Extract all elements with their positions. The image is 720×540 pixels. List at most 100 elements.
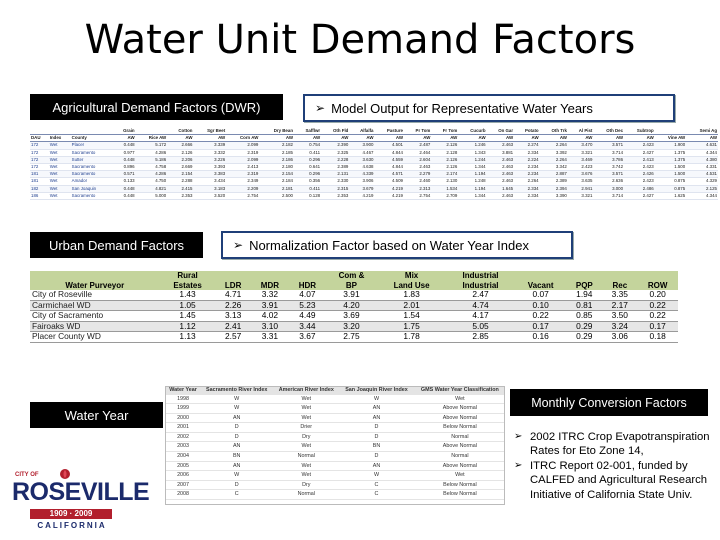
table-cell: 0.571: [113, 170, 136, 179]
table-cell: 2.184: [259, 177, 294, 186]
table-cell: 2.47: [446, 289, 515, 301]
table-cell: 1.244: [458, 156, 487, 165]
table-row: 181 Wet Amador 0.133 4.750 2.288 3.434 2.349 2.1…: [30, 177, 718, 186]
table-cell: 2.334: [514, 149, 540, 157]
table-cell: 3.676: [567, 170, 594, 179]
table-cell: 3.571: [593, 141, 625, 150]
column-header: AW: [486, 134, 515, 143]
table-cell: 3.13: [215, 311, 251, 322]
table-cell: 2007: [166, 480, 201, 491]
arrow-bullet-icon: ➢: [315, 101, 326, 115]
column-header: Oth Trk: [539, 128, 568, 136]
table-row: 1999 W Wet AN Above Normal: [166, 403, 504, 414]
table-cell: 2.264: [514, 177, 540, 186]
table-cell: BN: [200, 451, 274, 462]
table-row: 2007 D Dry C Below Normal: [166, 480, 504, 491]
table-cell: 5.05: [446, 321, 515, 333]
normalization-text: Normalization Factor based on Water Year…: [249, 237, 529, 253]
table-cell: 2.389: [321, 163, 350, 172]
column-header: ROW: [637, 280, 678, 290]
table-cell: 2.486: [624, 185, 655, 193]
table-cell: D: [339, 432, 414, 443]
table-cell: 2002: [166, 432, 201, 443]
logo-state: CALIFORNIA: [37, 521, 107, 530]
table-cell: 181: [30, 177, 49, 186]
table-cell: W: [200, 403, 274, 414]
table-cell: 2.174: [431, 170, 459, 179]
table-cell: 3.183: [193, 185, 227, 193]
table-cell: 2.228: [321, 156, 350, 165]
page-title: Water Unit Demand Factors: [84, 17, 636, 63]
column-header: Cucurb: [458, 128, 487, 136]
table-cell: Sacramento: [70, 163, 114, 172]
table-cell: Below Normal: [413, 422, 504, 433]
column-header: Safflwr: [294, 128, 322, 136]
table-cell: BN: [339, 441, 414, 453]
column-header: Fr Tom: [431, 128, 459, 136]
table-cell: 0.411: [294, 149, 322, 157]
table-cell: 0.128: [294, 192, 322, 201]
table-cell: 2.154: [259, 170, 294, 179]
table-cell: Normal: [273, 451, 340, 462]
column-header: AW: [593, 134, 625, 143]
column-header: [48, 128, 71, 136]
table-cell: 2.181: [259, 185, 294, 193]
table-cell: 0.448: [113, 156, 136, 165]
table-cell: 2.264: [539, 141, 568, 150]
table-cell: 2.426: [624, 170, 655, 179]
table-cell: 2.669: [167, 163, 194, 172]
column-header: [226, 128, 260, 136]
table-cell: 4.344: [686, 192, 718, 201]
column-header: AW: [539, 134, 568, 143]
table-cell: 2001: [166, 422, 201, 433]
table-cell: 2.180: [259, 163, 294, 172]
table-cell: Sacramento: [70, 149, 114, 157]
table-cell: 2.319: [226, 170, 260, 179]
table-cell: 3.339: [193, 141, 227, 150]
table-cell: Dry: [273, 480, 340, 491]
table-cell: 2.313: [403, 185, 432, 193]
table-cell: 2.423: [624, 177, 655, 186]
table-cell: 2.413: [624, 156, 655, 165]
table-cell: 4.219: [374, 185, 404, 193]
table-row: City of Sacramento 1.45 3.13 4.02 4.49 3.69 1.…: [30, 311, 678, 322]
table-cell: City of Roseville: [30, 289, 160, 301]
table-cell: 0.296: [294, 156, 322, 165]
table-cell: 3.679: [349, 185, 375, 193]
table-cell: 1.534: [431, 185, 459, 193]
table-cell: 0.17: [637, 321, 678, 333]
column-header: Rural: [159, 271, 216, 281]
table-cell: 3.332: [193, 149, 227, 157]
column-header: Com &: [325, 271, 378, 281]
table-cell: 4.286: [135, 149, 168, 157]
table-cell: 0.29: [566, 332, 603, 343]
column-header: AW: [624, 134, 655, 143]
table-cell: 1.248: [458, 177, 487, 186]
table-cell: Normal: [413, 432, 504, 443]
table-cell: 2.234: [514, 170, 540, 179]
table-cell: 0.133: [113, 177, 136, 186]
table-cell: 4.339: [349, 170, 375, 179]
column-header: LDR: [215, 280, 251, 290]
table-cell: Fairoaks WD: [30, 321, 160, 333]
table-cell: 0.448: [113, 185, 136, 193]
column-header: AW: [686, 134, 718, 143]
table-cell: 3.32: [250, 289, 290, 301]
table-cell: 1.05: [159, 300, 216, 312]
table-cell: 2.099: [226, 156, 260, 165]
table-cell: Above Normal: [413, 413, 504, 424]
table-cell: AN: [200, 461, 274, 472]
table-row: 2003 AN Wet BN Above Normal: [166, 441, 504, 453]
column-header: Semi Ag: [686, 128, 718, 136]
table-cell: Wet: [48, 156, 71, 165]
table-cell: AN: [339, 403, 414, 414]
column-header: AW: [167, 134, 194, 143]
table-cell: 2.941: [567, 185, 594, 193]
table-cell: 2.57: [215, 332, 251, 343]
table-cell: 2.460: [403, 177, 432, 186]
table-cell: 0.18: [637, 332, 678, 343]
table-cell: 2.353: [167, 192, 194, 201]
table-cell: 0.448: [113, 192, 136, 201]
table-row: 1998 W Wet W Wet: [166, 394, 504, 405]
table-cell: 2.389: [539, 177, 568, 186]
